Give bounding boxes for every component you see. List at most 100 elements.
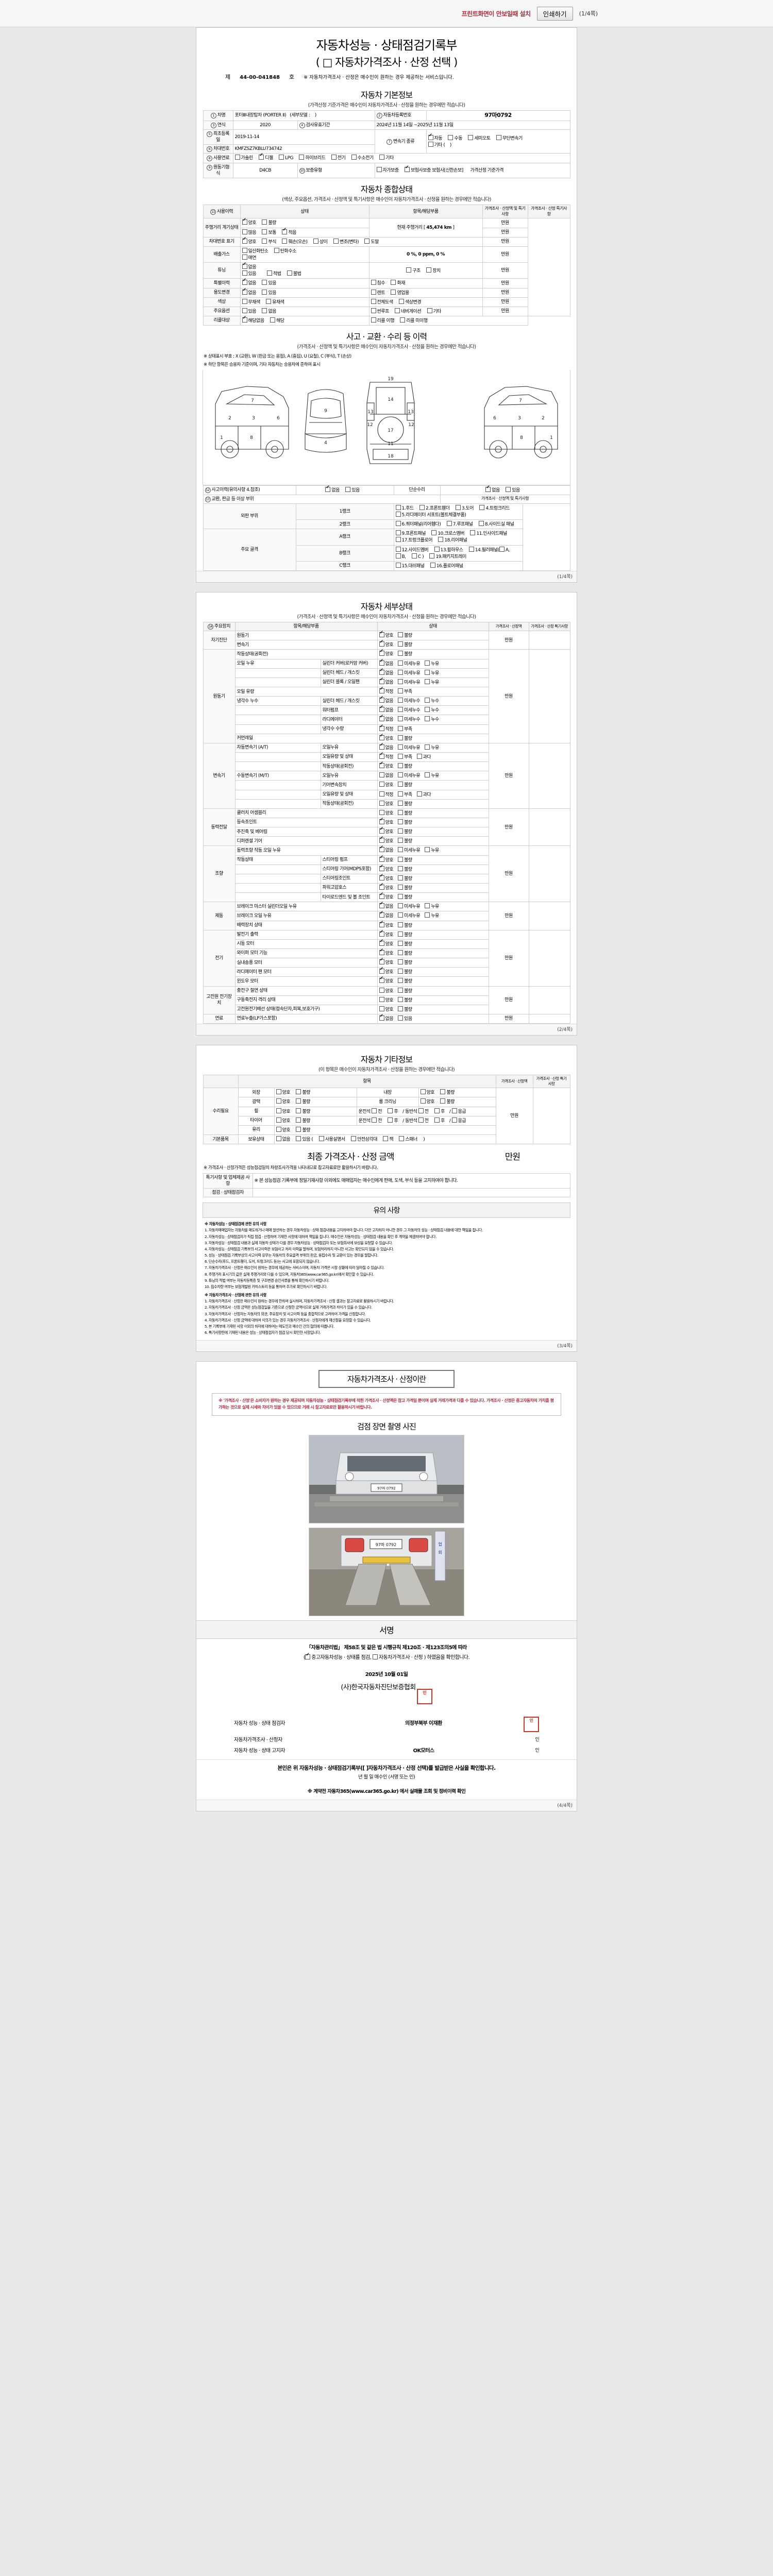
checkbox-icon[interactable]	[379, 705, 384, 713]
opt-누유[interactable]: 누유	[425, 772, 439, 779]
checkbox-icon[interactable]	[379, 948, 384, 955]
checkbox-icon[interactable]	[270, 317, 275, 323]
opt-적정[interactable]: 적정	[379, 724, 394, 733]
opt-good[interactable]: 양호	[276, 1126, 291, 1133]
opt-없음[interactable]: 없음	[379, 677, 394, 686]
checkbox-icon[interactable]	[274, 247, 279, 253]
checkbox-icon[interactable]	[434, 546, 440, 552]
checkbox-icon[interactable]	[372, 1117, 377, 1123]
checkbox-icon[interactable]	[425, 698, 430, 703]
checkbox-icon[interactable]	[296, 1126, 301, 1132]
checkbox-icon[interactable]	[425, 744, 430, 750]
checkbox-icon[interactable]	[379, 892, 384, 900]
opt-hood[interactable]: 1.후드	[395, 504, 414, 512]
opt-양호[interactable]: 양호	[379, 883, 394, 891]
opt-front-fender[interactable]: 2.프론트휀더	[419, 504, 450, 512]
checkbox-icon[interactable]	[434, 1108, 440, 1113]
checkbox-icon[interactable]	[379, 836, 384, 843]
checkbox-icon[interactable]	[425, 716, 430, 722]
checkbox-icon[interactable]	[398, 884, 404, 890]
fuel-opt-etc[interactable]: 기타	[379, 155, 394, 161]
checkbox-icon[interactable]	[379, 743, 384, 750]
checkbox-icon[interactable]	[398, 791, 404, 796]
opt-rear[interactable]: 후	[434, 1108, 445, 1115]
checkbox-icon[interactable]	[379, 791, 384, 796]
checkbox-icon[interactable]	[379, 761, 384, 769]
checkbox-icon[interactable]	[379, 809, 384, 815]
opt-양호[interactable]: 양호	[379, 836, 394, 844]
opt-적정[interactable]: 적정	[379, 752, 394, 760]
checkbox-icon[interactable]	[440, 1089, 446, 1095]
opt-없음[interactable]: 없음	[379, 902, 394, 910]
checkbox-icon[interactable]	[262, 219, 267, 225]
opt-front-panel[interactable]: 9.프론트패널	[395, 530, 426, 537]
checkbox-icon[interactable]	[426, 267, 432, 273]
opt-불량[interactable]: 불량	[398, 651, 412, 657]
checkbox-icon[interactable]	[398, 660, 404, 666]
opt-none[interactable]: 없음	[485, 485, 500, 494]
opt-door[interactable]: 3.도어	[455, 504, 474, 512]
opt-양호[interactable]: 양호	[379, 761, 394, 770]
opt-미세누수[interactable]: 미세누수	[398, 716, 421, 723]
opt-not-applicable[interactable]: 해당없음	[242, 316, 264, 324]
checkbox-icon[interactable]	[371, 317, 376, 323]
trans-opt-cvt[interactable]: 무단변속기	[496, 134, 523, 142]
opt-없음[interactable]: 없음	[379, 668, 394, 676]
checkbox-icon[interactable]	[399, 298, 404, 304]
opt-누유[interactable]: 누유	[425, 847, 439, 854]
opt-누유[interactable]: 누유	[425, 679, 439, 686]
opt-hc[interactable]: 탄화수소	[274, 247, 296, 255]
checkbox-icon[interactable]	[425, 772, 430, 778]
opt-미세누유[interactable]: 미세누유	[398, 903, 421, 910]
checkbox-icon[interactable]	[262, 289, 267, 295]
detail-special-cell[interactable]	[528, 649, 570, 743]
checkbox-icon[interactable]	[478, 521, 484, 527]
opt-rear-panel[interactable]: 18.리어패널	[438, 537, 467, 544]
checkbox-icon[interactable]	[379, 155, 385, 160]
opt-achromatic[interactable]: 무채색	[242, 298, 260, 306]
opt-chromatic[interactable]: 유채색	[266, 298, 284, 306]
opt-cross-member[interactable]: 10.크로스멤버	[431, 530, 465, 537]
checkbox-icon[interactable]	[398, 753, 404, 759]
special-note-cell[interactable]	[527, 218, 570, 316]
detail-special-cell[interactable]	[528, 1013, 570, 1024]
opt-양호[interactable]: 양호	[379, 921, 394, 929]
checkbox-icon[interactable]	[438, 537, 444, 543]
checkbox-icon[interactable]	[398, 922, 404, 927]
opt-pillar-c[interactable]: C )	[411, 553, 424, 560]
checkbox-icon[interactable]	[418, 1117, 424, 1123]
opt-front[interactable]: 전	[418, 1117, 429, 1124]
opt-불량[interactable]: 불량	[398, 809, 412, 817]
opt-manual[interactable]: 사용설명서	[318, 1136, 345, 1143]
checkbox-icon[interactable]	[276, 1126, 281, 1132]
opt-none[interactable]: 없음	[242, 288, 257, 296]
checkbox-icon[interactable]	[468, 546, 474, 552]
checkbox-icon[interactable]	[398, 782, 404, 787]
opt-fire[interactable]: 화재	[391, 280, 405, 286]
checkbox-icon[interactable]	[371, 308, 376, 313]
checkbox-icon[interactable]	[398, 725, 404, 731]
opt-bad[interactable]: 불량	[296, 1108, 310, 1115]
opt-flood[interactable]: 침수	[371, 280, 385, 286]
checkbox-icon[interactable]	[430, 562, 435, 568]
opt-양호[interactable]: 양호	[379, 874, 394, 882]
checkbox-icon[interactable]	[242, 237, 247, 244]
checkbox-icon[interactable]	[379, 921, 384, 927]
checkbox-icon[interactable]	[242, 278, 247, 285]
opt-불량[interactable]: 불량	[398, 950, 412, 957]
checkbox-icon[interactable]	[395, 553, 401, 558]
checkbox-icon[interactable]	[318, 1136, 324, 1142]
opt-none[interactable]: 없음	[242, 262, 257, 270]
checkbox-icon[interactable]	[470, 530, 476, 536]
checkbox-icon[interactable]	[379, 734, 384, 740]
opt-누수[interactable]: 누수	[425, 707, 439, 714]
checkbox-icon[interactable]	[398, 809, 404, 815]
opt-side-member[interactable]: 12.사이드멤버	[395, 546, 429, 553]
checkbox-icon[interactable]	[391, 289, 396, 295]
opt-미세누수[interactable]: 미세누수	[398, 698, 421, 704]
opt-양호[interactable]: 양호	[379, 827, 394, 835]
checkbox-icon[interactable]	[379, 874, 384, 880]
checkbox-icon[interactable]	[440, 1098, 446, 1104]
checkbox-icon[interactable]	[379, 911, 384, 918]
opt-양호[interactable]: 양호	[379, 996, 394, 1004]
